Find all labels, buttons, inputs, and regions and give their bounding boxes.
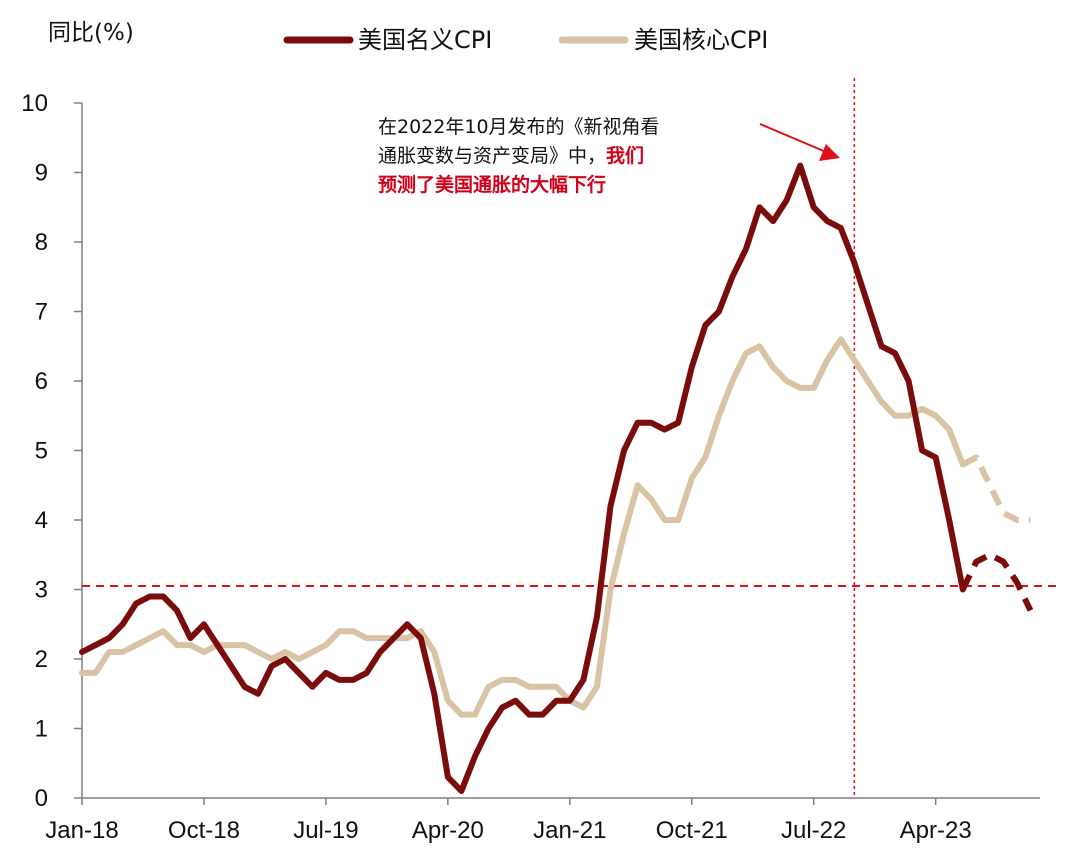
- legend: 美国名义CPI 美国核心CPI: [283, 26, 768, 54]
- annotation-line-3: 预测了美国通胀的大幅下行: [378, 173, 606, 196]
- annotation-arrow-head: [819, 144, 840, 161]
- x-tick-label: Oct-21: [656, 817, 728, 844]
- x-tick-label: Jul-22: [781, 817, 846, 844]
- series-projection-nominal-cpi: [960, 551, 1034, 612]
- annotation-line-2-red: 我们: [606, 144, 644, 167]
- y-tick-label: 8: [35, 229, 48, 256]
- annotation-line-1: 在2022年10月发布的《新视角看: [378, 116, 660, 138]
- x-tick-label: Oct-18: [168, 817, 240, 844]
- series-line-nominal-cpi: [79, 162, 966, 794]
- legend-label-core-cpi: 美国核心CPI: [634, 26, 768, 54]
- annotation-line-2: 通胀变数与资产变局》中，我们: [378, 144, 644, 167]
- y-tick-label: 2: [35, 646, 48, 673]
- annotation-arrow-shaft: [759, 123, 827, 153]
- y-tick-label: 0: [35, 785, 48, 812]
- series-projection-core-cpi: [961, 454, 1031, 523]
- y-tick-label: 5: [35, 438, 48, 465]
- chart-axes: 0 1 2 3 4 5 6 7 8 9 10 Jan-18 Oct-18 Jul-19 Apr-20 Jan-…: [21, 78, 1058, 844]
- y-tick-label: 4: [35, 507, 48, 534]
- y-tick-label: 1: [35, 716, 48, 743]
- y-tick-label: 3: [35, 577, 48, 604]
- x-tick-label: Jul-19: [293, 817, 358, 844]
- x-tick-label: Jan-21: [533, 817, 606, 844]
- series-line-core-cpi: [79, 336, 966, 718]
- y-tick-label: 7: [35, 299, 48, 326]
- y-axis-label: 同比(%): [48, 20, 134, 46]
- annotation: 在2022年10月发布的《新视角看 通胀变数与资产变局》中，我们 预测了美国通胀…: [378, 116, 840, 196]
- chart-series: [79, 162, 1034, 794]
- legend-label-nominal-cpi: 美国名义CPI: [358, 26, 492, 54]
- x-tick-label: Apr-23: [900, 817, 972, 844]
- y-tick-label: 9: [35, 160, 48, 187]
- x-tick-label: Jan-18: [45, 817, 118, 844]
- annotation-line-2-black: 通胀变数与资产变局》中，: [378, 145, 606, 167]
- y-tick-label: 6: [35, 368, 48, 395]
- x-tick-label: Apr-20: [412, 817, 484, 844]
- y-tick-label: 10: [21, 90, 48, 117]
